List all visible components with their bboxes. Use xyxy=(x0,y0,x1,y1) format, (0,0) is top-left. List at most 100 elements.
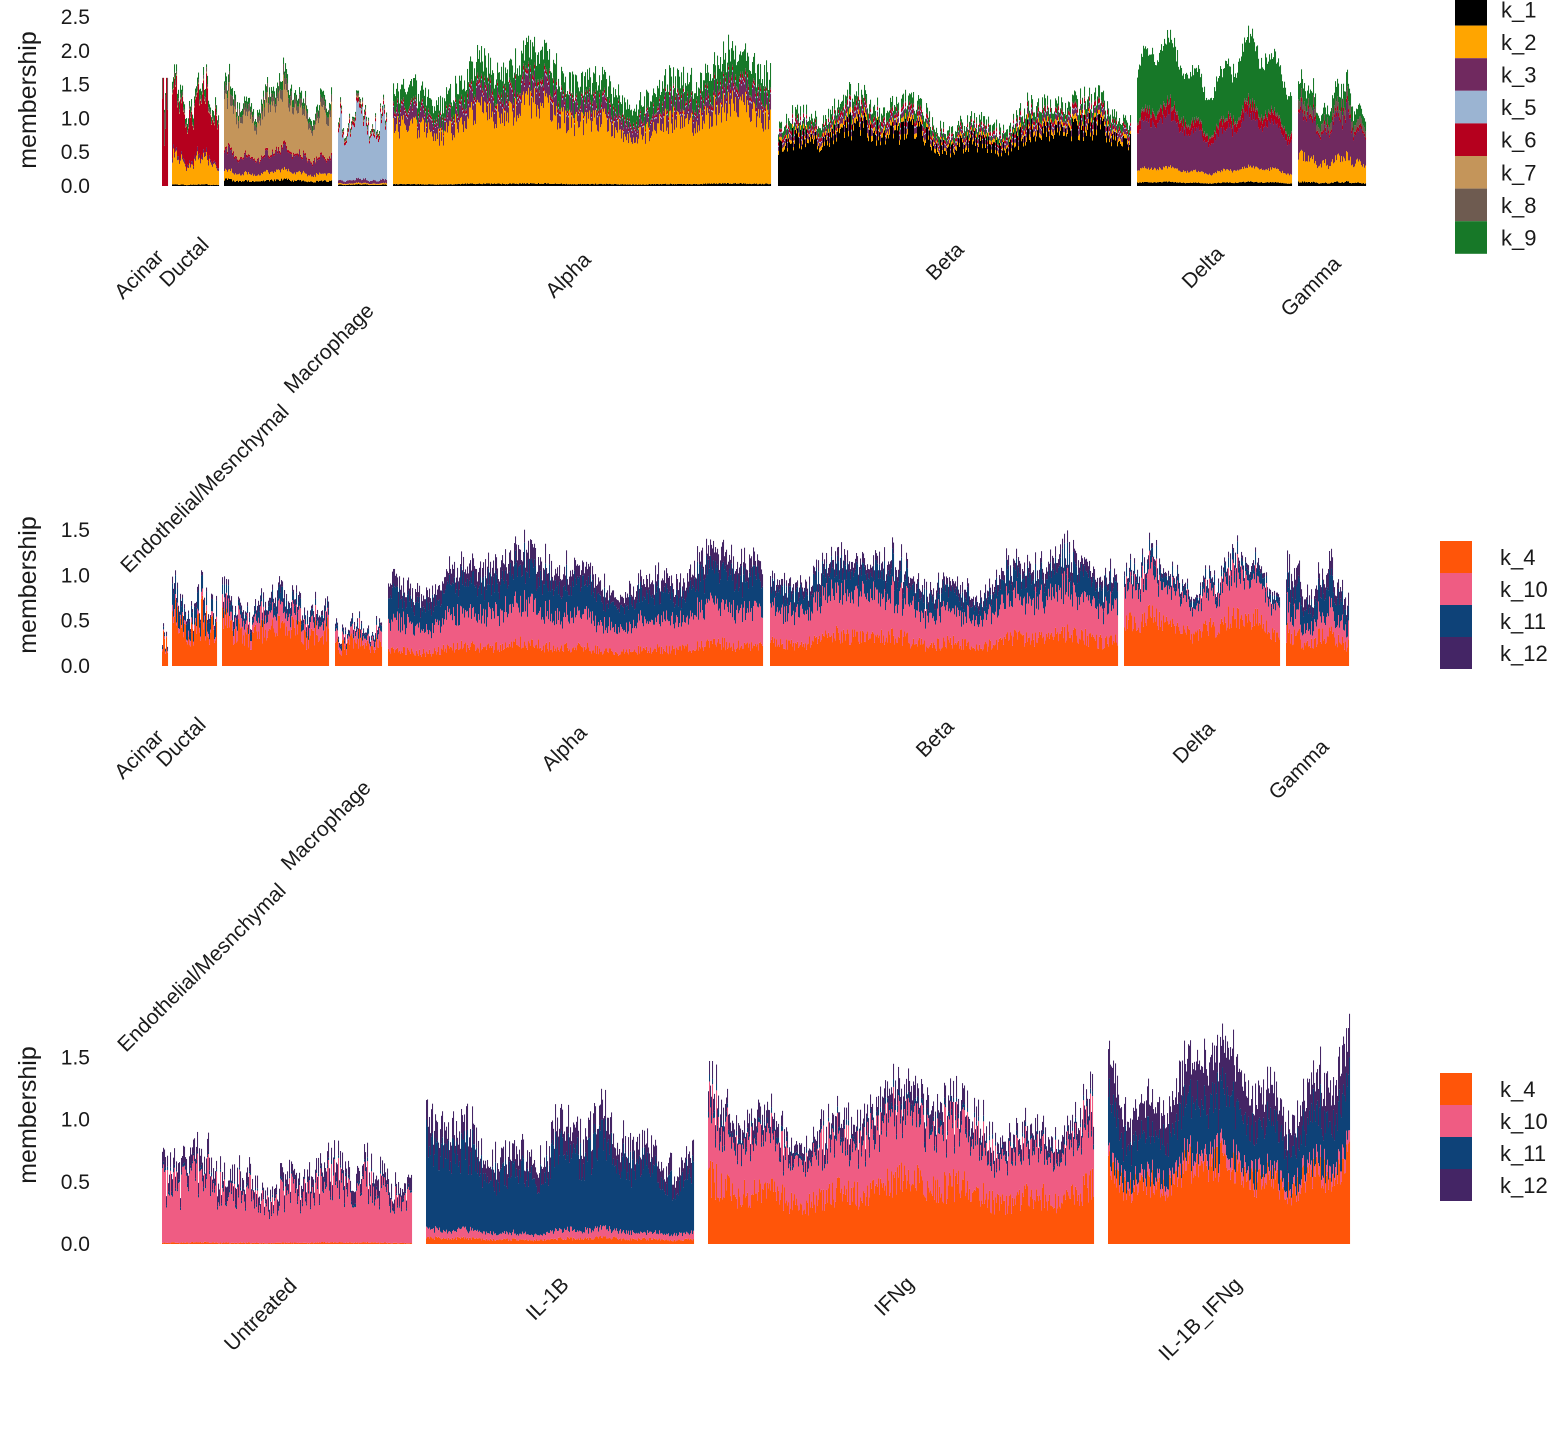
bar-segment-k_8 xyxy=(282,90,284,102)
bar-segment-k_6 xyxy=(576,95,578,98)
bar-segment-k_9 xyxy=(625,102,627,120)
bar-segment-k_5 xyxy=(440,115,442,117)
bar-segment-k_3 xyxy=(242,159,244,175)
bar-segment-k_5 xyxy=(677,92,679,95)
bar-segment-k_1 xyxy=(597,184,599,186)
bar-segment-k_8 xyxy=(764,86,766,89)
bar-segment-k_2 xyxy=(438,128,440,185)
bar-segment-k_9 xyxy=(298,98,300,107)
bar-segment-k_5 xyxy=(342,137,344,181)
bar-segment-k_6 xyxy=(845,104,847,109)
bar-segment-k_5 xyxy=(348,131,350,181)
bar-segment-k_2 xyxy=(224,171,226,181)
bar-segment-k_9 xyxy=(326,108,328,116)
bar-segment-k_7 xyxy=(367,129,369,131)
bar-segment-k_1 xyxy=(393,184,395,186)
bar-segment-k_3 xyxy=(383,178,385,183)
bar-segment-k_8 xyxy=(372,125,374,128)
bar-segment-k_2 xyxy=(859,122,861,127)
bar-segment-k_7 xyxy=(242,123,244,159)
bar-segment-k_7 xyxy=(184,113,186,115)
bar-segment-k_2 xyxy=(355,183,357,185)
bar-segment-k_3 xyxy=(693,123,695,136)
bar-segment-k_3 xyxy=(342,180,344,184)
bar-segment-k_3 xyxy=(626,128,628,141)
bar-segment-k_6 xyxy=(878,126,880,130)
bar-segment-k_9 xyxy=(548,59,550,80)
bar-segment-k_3 xyxy=(237,161,239,175)
bar-segment-k_9 xyxy=(528,35,530,62)
bar-segment-k_6 xyxy=(788,126,790,130)
bar-segment-k_3 xyxy=(415,100,417,117)
bar-segment-k_9 xyxy=(641,105,643,120)
bar-segment-k_2 xyxy=(190,167,192,185)
bar-segment-k_9 xyxy=(436,100,438,118)
bar-segment-k_6 xyxy=(574,120,576,123)
bar-segment-k_3 xyxy=(467,98,469,117)
bar-segment-k_1 xyxy=(886,138,888,186)
bar-segment-k_5 xyxy=(831,127,833,129)
bar-segment-k_9 xyxy=(490,57,492,78)
bar-segment-k_5 xyxy=(442,119,444,121)
bar-segment-k_5 xyxy=(690,101,692,103)
bar-segment-k_1 xyxy=(876,145,878,186)
bar-segment-k_7 xyxy=(231,106,233,148)
bar-segment-k_6 xyxy=(394,113,396,117)
bar-segment-k_6 xyxy=(465,111,467,114)
bar-segment-k_8 xyxy=(494,107,496,111)
bar-segment-k_9 xyxy=(450,83,452,105)
bar-segment-k_7 xyxy=(376,134,378,137)
bar-segment-k_9 xyxy=(653,88,655,103)
bar-segment-k_9 xyxy=(554,63,556,91)
bar-segment-k_2 xyxy=(218,170,220,185)
bar-segment-k_9 xyxy=(293,99,295,108)
bar-segment-k_9 xyxy=(578,87,580,111)
bar-segment-k_3 xyxy=(770,94,772,110)
bar-segment-k_6 xyxy=(293,152,295,155)
bar-segment-k_5 xyxy=(859,114,861,117)
bar-segment-k_5 xyxy=(453,119,455,121)
bar-segment-k_2 xyxy=(898,122,900,126)
bar-segment-k_6 xyxy=(790,130,792,134)
bar-segment-k_7 xyxy=(329,114,331,157)
bar-segment-k_8 xyxy=(414,99,416,102)
bar-segment-k_2 xyxy=(381,183,383,185)
bar-segment-k_6 xyxy=(728,66,730,70)
bar-segment-k_8 xyxy=(604,87,606,90)
bar-segment-k_5 xyxy=(553,83,555,86)
bar-segment-k_1 xyxy=(703,183,705,186)
bar-segment-k_8 xyxy=(234,98,236,107)
bar-segment-k_6 xyxy=(272,149,274,152)
bar-segment-k_1 xyxy=(855,123,857,186)
bar-segment-k_9 xyxy=(593,72,595,92)
bar-segment-k_8 xyxy=(557,108,559,110)
bar-segment-k_5 xyxy=(892,111,894,113)
bar-segment-k_3 xyxy=(577,106,579,122)
bar-segment-k_9 xyxy=(594,73,596,94)
bar-segment-k_2 xyxy=(503,108,505,184)
bar-segment-k_6 xyxy=(822,133,824,137)
bar-segment-k_1 xyxy=(565,184,567,186)
bar-segment-k_5 xyxy=(699,112,701,114)
bar-segment-k_5 xyxy=(857,109,859,112)
bar-segment-k_1 xyxy=(881,137,883,186)
bar-segment-k_8 xyxy=(744,77,746,80)
bar-segment-k_8 xyxy=(514,90,516,94)
bar-segment-k_9 xyxy=(635,111,637,128)
bar-segment-k_1 xyxy=(217,185,219,186)
bar-segment-k_1 xyxy=(531,183,533,186)
bar-segment-k_1 xyxy=(543,183,545,186)
bar-segment-k_1 xyxy=(745,183,747,186)
bar-segment-k_5 xyxy=(855,110,857,113)
bar-segment-k_6 xyxy=(695,113,697,116)
bar-segment-k_1 xyxy=(419,184,421,186)
bar-segment-k_2 xyxy=(437,139,439,185)
bar-segment-k_1 xyxy=(662,184,664,186)
bar-segment-k_8 xyxy=(620,115,622,117)
bar-segment-k_6 xyxy=(554,92,556,96)
bar-segment-k_8 xyxy=(615,107,617,110)
bar-segment-k_2 xyxy=(452,140,454,185)
bar-segment-k_5 xyxy=(351,129,353,181)
bar-segment-k_5 xyxy=(823,127,825,129)
bar-segment-k_9 xyxy=(838,99,840,109)
